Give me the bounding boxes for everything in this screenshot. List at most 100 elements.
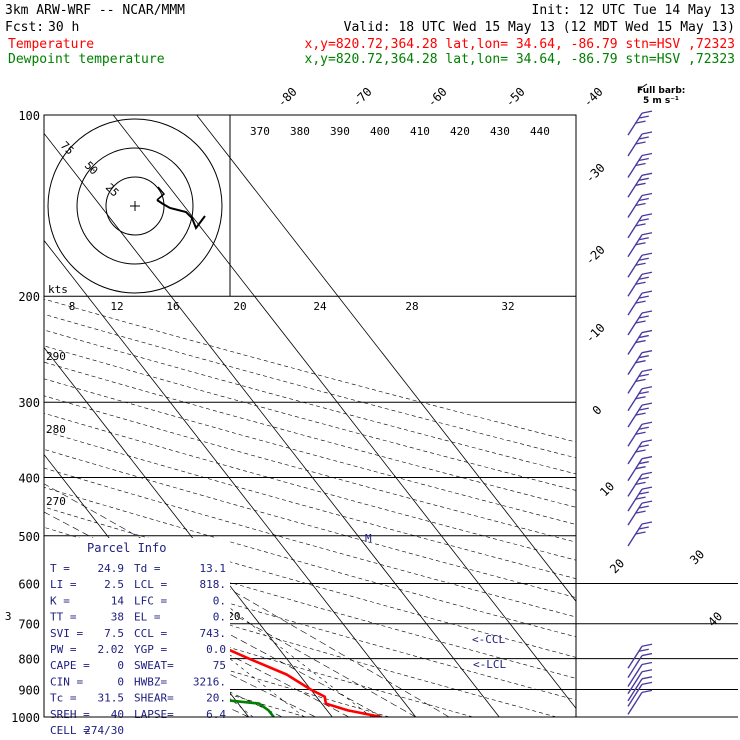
wind-barb-flag (635, 300, 646, 304)
hodograph-ring (47, 118, 223, 294)
wind-barb (627, 652, 653, 678)
isotherm-label: -30 (583, 161, 608, 186)
wind-barb-flag (638, 444, 649, 448)
barb-legend-title: Full barb: (637, 86, 685, 96)
wind-barb-flag (638, 197, 649, 202)
hodograph-speed-label: 32 (501, 300, 514, 313)
isotherm-label: 30 (687, 547, 707, 567)
temperature-profile (44, 553, 382, 717)
hodograph-speed-label: 24 (313, 300, 327, 313)
wind-barb (627, 310, 653, 336)
wind-barb-flag (635, 120, 646, 124)
wind-barb-flag (641, 368, 653, 373)
wind-barb-flag (635, 431, 646, 435)
lcl-marker: <-LCL (473, 658, 506, 671)
parcel-info-rows: T = 24.9 Td = 13.1 LI = 2.5 LCL = 818. K = 14 LFC … (50, 562, 226, 737)
isotherm-line (44, 346, 333, 717)
wind-barb-flag (641, 676, 653, 680)
parcel-level-marker: M (365, 532, 372, 545)
parcel-info-value: 7.5 (104, 627, 124, 640)
parcel-info-value: 0. (213, 611, 226, 624)
wind-barb-flag (638, 218, 649, 222)
parcel-info-label: SREH = (50, 708, 90, 721)
parcel-info-label: CCL = (134, 627, 167, 640)
isotherm-label: 0 (590, 403, 605, 418)
parcel-info-value: 743. (200, 627, 227, 640)
wind-barb-staff (627, 683, 643, 707)
wind-barb (627, 681, 653, 707)
parcel-info-value: 0 (117, 659, 124, 672)
pressure-tick-label: 900 (18, 683, 40, 697)
wind-barb-staff (627, 370, 643, 394)
wind-barb-flag (638, 136, 649, 140)
parcel-info-label: CAPE = (50, 659, 90, 672)
hodograph-speed-label: 16 (166, 300, 179, 313)
hodograph-speed-label: 8 (69, 300, 76, 313)
parcel-info-value: 274/30 (84, 724, 124, 737)
wind-barb-staff (627, 174, 643, 198)
parcel-info-value: 0 (117, 675, 124, 688)
parcel-info-value: 31.5 (98, 692, 125, 705)
pressure-tick-label: 600 (18, 577, 40, 591)
theta-label: 430 (490, 125, 510, 138)
isotherm-label: -50 (503, 85, 528, 110)
parcel-info-value: 13.1 (200, 562, 227, 575)
wind-barb-flag (638, 257, 649, 261)
theta-label: 410 (410, 125, 430, 138)
moist-adiabat-line (44, 563, 350, 717)
wind-barb-staff (627, 195, 643, 218)
wind-barb-flag (638, 407, 649, 411)
wind-barb-flag (641, 421, 653, 425)
wind-barb (627, 232, 653, 258)
parcel-info-label: YGP = (134, 643, 167, 656)
wind-barb-flag (641, 681, 653, 685)
hodograph-speed-label: 12 (110, 300, 123, 313)
plot-frame (43, 114, 577, 718)
isotherm-label: -60 (425, 85, 450, 110)
hodograph-ring (105, 176, 165, 236)
isotherm-label: 20 (607, 556, 627, 576)
pressure-tick-label: 1000 (11, 711, 40, 725)
wind-barb-flag (635, 141, 646, 145)
wind-barb-flag (635, 262, 646, 266)
parcel-info-value: 818. (200, 578, 227, 591)
hodograph-ring-label: 25 (103, 181, 122, 200)
parcel-info-panel: Parcel Info T = 24.9 Td = 13.1 LI = 2.5 LCL = 8… (44, 538, 230, 737)
wind-barb-flag (638, 295, 649, 299)
wind-barb-staff (627, 691, 643, 715)
wind-barb-flag (635, 531, 646, 535)
wind-barb-flag (641, 439, 653, 443)
theta-label: 420 (450, 125, 470, 138)
wind-barb (627, 456, 653, 482)
wind-barb (627, 521, 653, 547)
wind-barb-staff (627, 664, 643, 687)
parcel-info-title: Parcel Info (87, 541, 166, 555)
wind-barb-staff (627, 292, 643, 316)
parcel-info-label: HWBZ= (134, 675, 167, 688)
wind-barb-flag (641, 669, 653, 673)
wind-barb-flag (641, 329, 653, 334)
wind-barb-flag (641, 232, 653, 236)
wind-barb (627, 689, 653, 715)
wind-barb-staff (627, 502, 643, 526)
pressure-tick-label: 200 (18, 290, 40, 304)
wind-barb-flag (641, 252, 653, 256)
forecast-hour: 30 h (48, 20, 79, 35)
isotherm-line (196, 115, 576, 602)
forecast-label: Fcst: (5, 20, 44, 35)
wind-barb-staff (627, 352, 643, 376)
theta-label: 380 (290, 125, 310, 138)
wind-barb-staff (627, 441, 643, 465)
wind-barb-flag (635, 496, 646, 500)
temperature-location: x,y=820.72,364.28 lat,lon= 34.64, -86.79… (305, 37, 735, 52)
wind-barb (627, 486, 653, 512)
wind-barb (627, 439, 653, 465)
temperature-legend: Temperature (8, 37, 94, 52)
isotherm-label: -40 (581, 85, 606, 110)
wind-barb-staff (627, 273, 643, 297)
wind-barb-flag (641, 271, 653, 275)
wind-barb-staff (627, 655, 643, 678)
moist-adiabat-line (44, 538, 383, 717)
barb-legend-sample (637, 83, 648, 91)
